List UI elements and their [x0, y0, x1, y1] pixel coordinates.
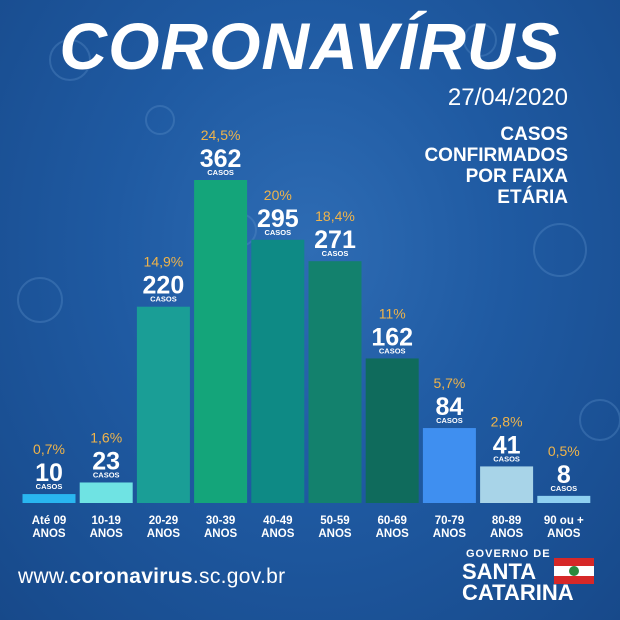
x-tick-label-unit: ANOS [490, 528, 524, 540]
logo-line-santa: SANTA [462, 559, 537, 584]
bar-percent-label: 20% [264, 187, 292, 203]
bar-percent-label: 0,7% [33, 441, 65, 457]
logo-line-governo: GOVERNO DE [466, 548, 551, 560]
bar-percent-label: 14,9% [144, 254, 184, 270]
bar-value-label: 295 [257, 205, 299, 233]
logo-line-catarina: CATARINA [462, 580, 574, 605]
bar-unit-label: CASOS [150, 295, 177, 304]
bar-unit-label: CASOS [36, 482, 63, 491]
bar [251, 239, 305, 503]
bar [422, 428, 476, 503]
bar-percent-label: 5,7% [433, 375, 465, 391]
bar-unit-label: CASOS [379, 346, 406, 355]
x-tick-label: 10-19 [91, 515, 120, 527]
bar [308, 261, 362, 503]
bar-percent-label: 24,5% [201, 127, 241, 143]
bar-unit-label: CASOS [322, 249, 349, 258]
x-tick-label-unit: ANOS [147, 528, 181, 540]
bar-value-label: 220 [143, 272, 185, 300]
date-label: 27/04/2020 [447, 84, 568, 111]
x-tick-label: Até 09 [32, 515, 67, 527]
bar [480, 466, 534, 503]
bar [194, 180, 248, 503]
government-logo: GOVERNO DE SANTA CATARINA [458, 548, 608, 610]
bar-unit-label: CASOS [93, 470, 120, 479]
x-tick-label: 80-89 [492, 515, 521, 527]
url-suffix: .sc.gov.br [192, 565, 286, 588]
bar-percent-label: 0,5% [548, 443, 580, 459]
bar-unit-label: CASOS [436, 416, 463, 425]
bar-value-label: 362 [200, 145, 242, 173]
bar-unit-label: CASOS [207, 168, 234, 177]
bar-percent-label: 1,6% [90, 429, 122, 445]
bar-percent-label: 11% [379, 305, 406, 321]
x-tick-label: 20-29 [149, 515, 178, 527]
bar [79, 482, 133, 503]
bar-unit-label: CASOS [550, 484, 577, 493]
bar-value-label: 23 [92, 447, 120, 475]
x-tick-label-unit: ANOS [318, 528, 352, 540]
x-tick-label: 40-49 [263, 515, 292, 527]
bar-value-label: 8 [557, 461, 571, 489]
x-tick-label: 70-79 [435, 515, 464, 527]
chart-subtitle: CASOS CONFIRMADOS POR FAIXA ETÁRIA [424, 124, 568, 208]
bar-value-label: 84 [435, 393, 463, 421]
x-tick-label-unit: ANOS [261, 528, 295, 540]
bar [365, 358, 419, 503]
bar-unit-label: CASOS [493, 454, 520, 463]
bar [22, 494, 76, 503]
x-tick-label-unit: ANOS [433, 528, 467, 540]
bar [537, 495, 591, 503]
bar-value-label: 271 [314, 226, 356, 254]
website-url[interactable]: www.coronavirus.sc.gov.br [18, 565, 285, 589]
bar-percent-label: 2,8% [491, 413, 523, 429]
url-prefix: www. [18, 565, 70, 588]
x-tick-label-unit: ANOS [547, 528, 581, 540]
x-tick-label: 60-69 [377, 515, 406, 527]
x-tick-label-unit: ANOS [376, 528, 410, 540]
flag-icon [554, 558, 594, 584]
url-domain: coronavirus [69, 565, 193, 588]
x-tick-label: 30-39 [206, 515, 235, 527]
bar-value-label: 41 [493, 431, 521, 459]
bar-value-label: 10 [35, 459, 63, 487]
page-title: CORONAVÍRUS [59, 9, 561, 83]
bar-percent-label: 18,4% [315, 208, 355, 224]
x-tick-label-unit: ANOS [32, 528, 66, 540]
x-tick-label-unit: ANOS [204, 528, 238, 540]
x-tick-label: 90 ou + [544, 515, 584, 527]
bar-unit-label: CASOS [264, 228, 291, 237]
bar-value-label: 162 [371, 323, 413, 351]
bar [136, 306, 190, 503]
x-tick-label: 50-59 [320, 515, 349, 527]
x-tick-label-unit: ANOS [90, 528, 124, 540]
